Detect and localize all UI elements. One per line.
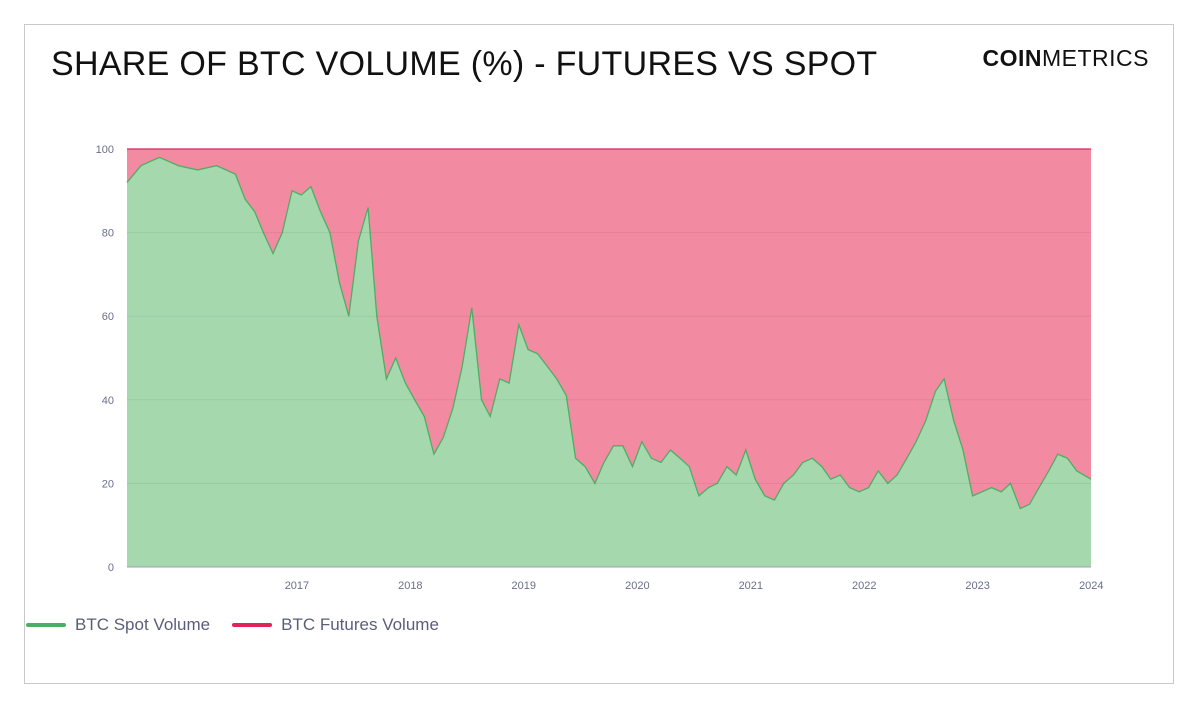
- y-tick-label: 60: [102, 311, 114, 323]
- spot-area: [127, 157, 1091, 567]
- y-tick-label: 100: [96, 144, 114, 156]
- x-tick-label: 2023: [965, 580, 989, 592]
- x-tick-label: 2017: [285, 580, 309, 592]
- x-tick-label: 2024: [1079, 580, 1103, 592]
- legend-swatch-futures: [232, 623, 273, 627]
- brand-logo: COINMETRICS: [983, 45, 1150, 72]
- legend-label-futures: BTC Futures Volume: [281, 615, 439, 634]
- x-tick-label: 2021: [739, 580, 763, 592]
- spot-line: [126, 156, 1092, 510]
- legend-label-spot: BTC Spot Volume: [75, 615, 211, 634]
- x-tick-label: 2022: [852, 580, 876, 592]
- legend-swatch-spot: [26, 623, 66, 627]
- x-tick-label: 2020: [625, 580, 649, 592]
- y-tick-label: 80: [102, 228, 114, 240]
- y-tick-label: 0: [108, 562, 114, 574]
- y-tick-label: 40: [102, 395, 114, 407]
- legend-item-spot[interactable]: BTC Spot Volume: [26, 615, 210, 635]
- brand-logo-bold: COIN: [982, 45, 1042, 71]
- brand-logo-light: METRICS: [1042, 45, 1149, 71]
- legend-item-futures[interactable]: BTC Futures Volume: [232, 615, 439, 635]
- y-tick-label: 20: [102, 478, 114, 490]
- x-tick-label: 2018: [398, 580, 422, 592]
- page-title: SHARE OF BTC VOLUME (%) - FUTURES VS SPO…: [51, 45, 878, 83]
- x-tick-label: 2019: [511, 580, 535, 592]
- legend: BTC Spot Volume BTC Futures Volume: [26, 615, 461, 635]
